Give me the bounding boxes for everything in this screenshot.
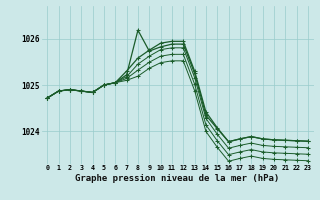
- X-axis label: Graphe pression niveau de la mer (hPa): Graphe pression niveau de la mer (hPa): [76, 174, 280, 183]
